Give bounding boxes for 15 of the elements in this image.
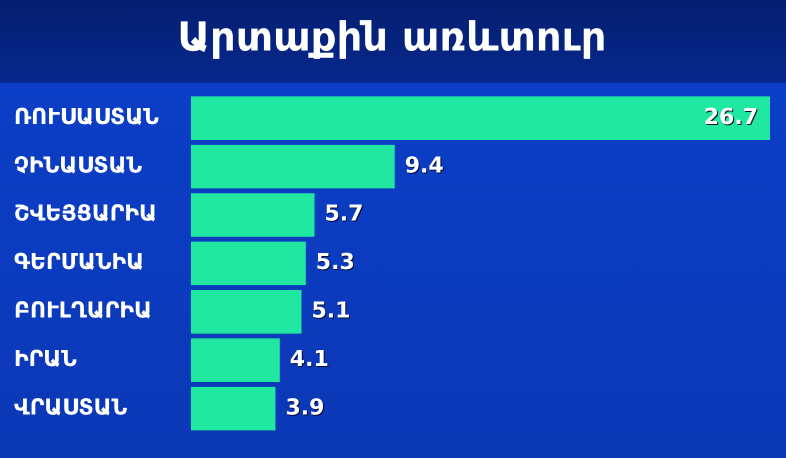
y-tick-label: ՎՐԱՍՏԱՆ — [14, 395, 128, 420]
y-tick-label: ՌՈՒՍԱՍՏԱՆ — [14, 104, 160, 130]
data-label: 4.1 — [290, 346, 329, 372]
data-label: 5.3 — [316, 250, 355, 276]
y-tick-label: ՇՎԵՅՑԱՐԻԱ — [14, 202, 157, 227]
y-tick-label: ԳԵՐՄԱՆԻԱ — [14, 250, 144, 276]
data-label: 5.1 — [311, 298, 350, 324]
data-label: 3.9 — [285, 395, 324, 420]
y-tick-label: ԲՈՒԼՂԱՐԻԱ — [14, 298, 152, 324]
y-tick-label: ՉԻՆԱՍՏԱՆ — [14, 153, 142, 178]
y-tick-label: ԻՐԱՆ — [14, 346, 78, 372]
data-label: 5.7 — [324, 202, 364, 227]
data-label: 9.4 — [404, 153, 444, 178]
data-label: 26.7 — [704, 104, 758, 130]
chart-title: Արտաքին առևտուր — [178, 14, 606, 60]
